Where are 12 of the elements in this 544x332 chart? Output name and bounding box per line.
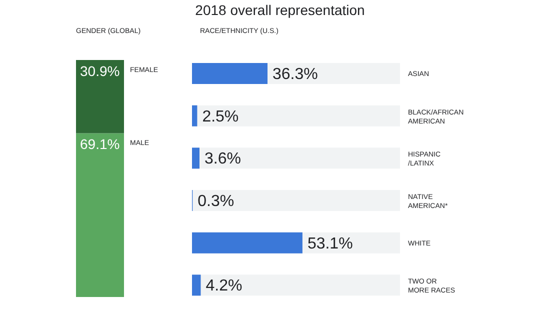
chart-title: 2018 overall representation: [194, 2, 366, 18]
data-label: 4.2%: [206, 278, 242, 295]
bar: [192, 274, 201, 296]
data-label: 53.1%: [307, 235, 353, 252]
data-label: 3.6%: [204, 150, 241, 168]
data-label: 30.9%: [80, 63, 120, 79]
data-label: 0.3%: [198, 193, 234, 210]
bar: [192, 148, 200, 169]
bar: [192, 105, 198, 126]
data-label: 36.3%: [272, 66, 318, 83]
data-label: 2.5%: [202, 108, 239, 126]
data-label: 69.1%: [80, 136, 120, 152]
